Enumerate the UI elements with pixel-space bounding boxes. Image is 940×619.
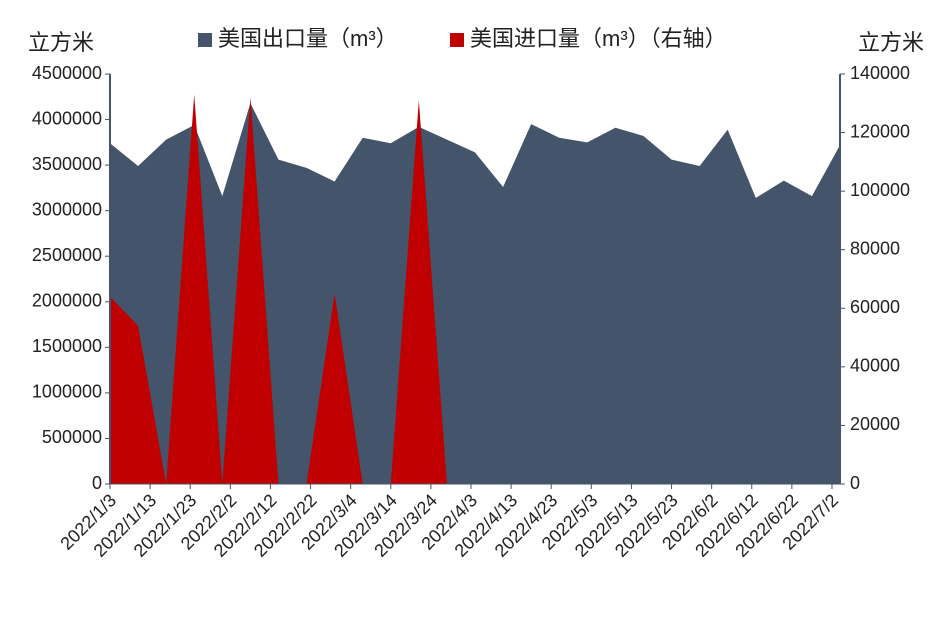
y2-tick-label: 80000 [850, 238, 900, 258]
legend-text: 美国出口量（m³） [218, 26, 398, 51]
legend-swatch [198, 33, 212, 47]
y2-tick-label: 140000 [850, 63, 910, 83]
y2-tick-label: 120000 [850, 121, 910, 141]
y-tick-label: 1500000 [32, 336, 102, 356]
y2-tick-label: 100000 [850, 180, 910, 200]
y-tick-label: 4500000 [32, 63, 102, 83]
y-tick-label: 2000000 [32, 291, 102, 311]
y-axis-title: 立方米 [28, 30, 94, 55]
y2-tick-label: 0 [850, 473, 860, 493]
area [110, 94, 840, 484]
legend-text: 美国进口量（m³）（右轴） [470, 26, 727, 51]
y-tick-label: 1000000 [32, 382, 102, 402]
y-tick-label: 3500000 [32, 154, 102, 174]
y2-axis-title: 立方米 [858, 30, 924, 55]
y-tick-label: 2500000 [32, 245, 102, 265]
y-tick-label: 0 [92, 473, 102, 493]
y2-tick-label: 40000 [850, 356, 900, 376]
y-tick-label: 500000 [42, 427, 102, 447]
y2-tick-label: 20000 [850, 414, 900, 434]
y-tick-label: 3000000 [32, 199, 102, 219]
y-tick-label: 4000000 [32, 108, 102, 128]
y2-tick-label: 60000 [850, 297, 900, 317]
area [110, 103, 840, 485]
legend-swatch [450, 33, 464, 47]
